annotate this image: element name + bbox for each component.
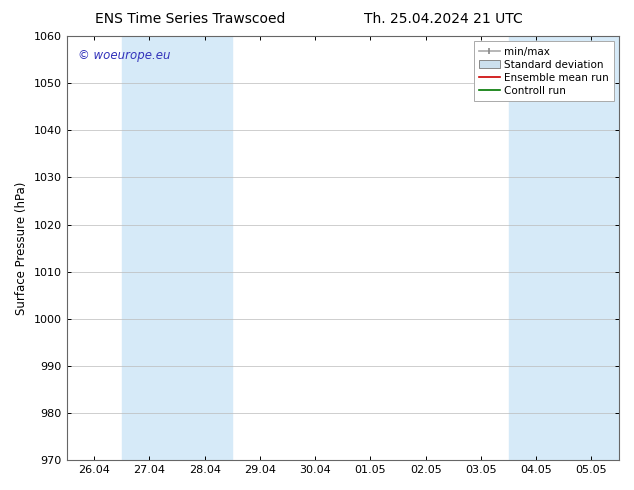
Text: © woeurope.eu: © woeurope.eu: [77, 49, 170, 62]
Bar: [508, 36, 619, 460]
Legend: min/max, Standard deviation, Ensemble mean run, Controll run: min/max, Standard deviation, Ensemble me…: [474, 41, 614, 101]
Text: Th. 25.04.2024 21 UTC: Th. 25.04.2024 21 UTC: [365, 12, 523, 26]
Bar: [122, 36, 232, 460]
Y-axis label: Surface Pressure (hPa): Surface Pressure (hPa): [15, 181, 28, 315]
Text: ENS Time Series Trawscoed: ENS Time Series Trawscoed: [95, 12, 285, 26]
